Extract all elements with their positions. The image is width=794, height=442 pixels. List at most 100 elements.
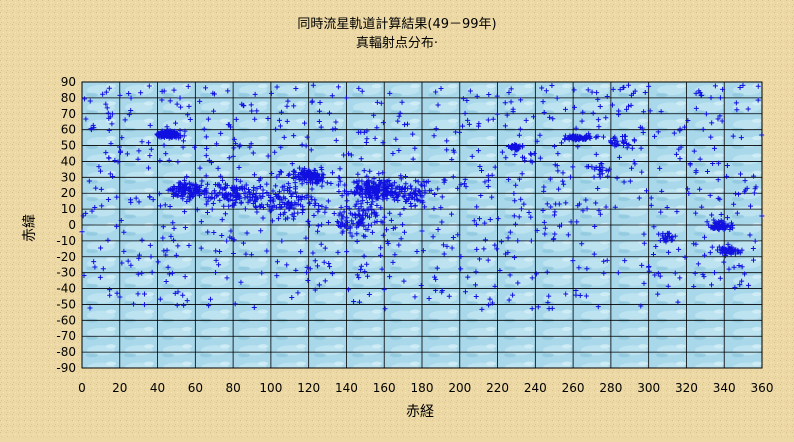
data-point xyxy=(361,223,367,229)
data-point xyxy=(559,222,565,228)
data-point xyxy=(177,128,183,134)
data-point xyxy=(167,98,173,104)
data-point xyxy=(595,185,601,191)
x-tick-label: 0 xyxy=(78,381,86,395)
data-point xyxy=(374,203,380,209)
data-point xyxy=(383,191,389,197)
data-point xyxy=(385,241,391,247)
data-point xyxy=(343,218,349,224)
data-point xyxy=(580,109,586,115)
data-point xyxy=(217,189,223,195)
data-point xyxy=(375,193,381,199)
data-point xyxy=(708,134,714,140)
data-point xyxy=(289,294,295,300)
data-point xyxy=(755,97,761,103)
data-point xyxy=(591,174,597,180)
data-point xyxy=(203,194,209,200)
x-tick-label: 280 xyxy=(599,381,622,395)
data-point xyxy=(571,135,577,141)
data-point xyxy=(270,188,276,194)
data-point xyxy=(295,201,301,207)
data-point xyxy=(384,191,390,197)
data-point xyxy=(652,133,658,139)
data-point xyxy=(450,234,456,240)
data-point xyxy=(596,124,602,130)
data-point xyxy=(181,182,187,188)
data-point xyxy=(114,223,120,229)
data-point xyxy=(382,214,388,220)
data-point xyxy=(115,159,121,165)
data-point xyxy=(125,258,131,264)
data-point xyxy=(284,103,290,109)
data-point xyxy=(232,189,238,195)
data-point xyxy=(89,208,95,214)
data-point xyxy=(574,133,580,139)
data-point xyxy=(83,116,89,122)
data-point xyxy=(682,124,688,130)
data-point xyxy=(194,207,200,213)
data-point xyxy=(392,180,398,186)
data-point xyxy=(573,288,579,294)
data-point xyxy=(285,98,291,104)
data-point xyxy=(637,124,643,130)
data-point xyxy=(641,280,647,286)
data-point xyxy=(628,102,634,108)
data-point xyxy=(516,176,522,182)
data-point xyxy=(303,143,309,149)
data-point xyxy=(246,189,252,195)
data-point xyxy=(717,113,723,119)
data-point xyxy=(226,122,232,128)
data-point xyxy=(156,191,162,197)
data-point xyxy=(173,120,179,126)
data-point xyxy=(721,259,727,265)
data-point xyxy=(188,186,194,192)
data-point xyxy=(715,177,721,183)
data-point xyxy=(492,283,498,289)
data-point xyxy=(474,93,480,99)
data-point xyxy=(106,127,112,133)
x-tick-label: 220 xyxy=(486,381,509,395)
data-point xyxy=(356,275,362,281)
data-point xyxy=(523,117,529,123)
data-point xyxy=(449,211,455,217)
data-point xyxy=(369,195,375,201)
data-point xyxy=(510,106,516,112)
data-point xyxy=(323,205,329,211)
data-point xyxy=(231,136,237,142)
data-point xyxy=(544,201,550,207)
data-point xyxy=(226,155,232,161)
data-point xyxy=(367,168,373,174)
data-point xyxy=(349,218,355,224)
data-point xyxy=(87,98,93,104)
data-point xyxy=(92,204,98,210)
data-point xyxy=(699,204,705,210)
data-point xyxy=(716,221,722,227)
data-point xyxy=(725,245,731,251)
data-point xyxy=(316,282,322,288)
data-point xyxy=(335,222,341,228)
data-point xyxy=(562,137,568,143)
data-point xyxy=(107,287,113,293)
data-point xyxy=(721,247,727,253)
data-point xyxy=(148,146,154,152)
data-point xyxy=(344,204,350,210)
data-point xyxy=(274,194,280,200)
data-point xyxy=(337,166,343,172)
data-point xyxy=(205,181,211,187)
data-point xyxy=(395,118,401,124)
data-point xyxy=(253,191,259,197)
data-point xyxy=(210,90,216,96)
data-point xyxy=(408,200,414,206)
data-point xyxy=(333,119,339,125)
data-point xyxy=(192,190,198,196)
data-point xyxy=(745,106,751,112)
data-point xyxy=(693,241,699,247)
data-point xyxy=(398,176,404,182)
data-point xyxy=(265,153,271,159)
data-point xyxy=(315,263,321,269)
data-point xyxy=(107,292,113,298)
y-tick-label: -70 xyxy=(56,329,76,343)
data-point xyxy=(614,175,620,181)
data-point xyxy=(433,276,439,282)
